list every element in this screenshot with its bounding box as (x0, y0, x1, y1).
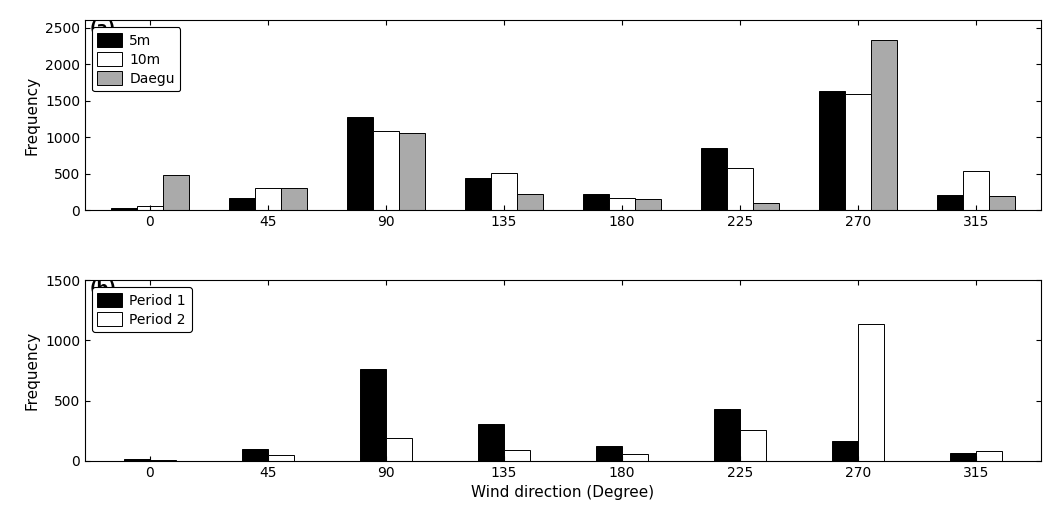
X-axis label: Wind direction (Degree): Wind direction (Degree) (472, 485, 654, 500)
Bar (989, 196, 1015, 210)
Bar (124, 459, 150, 461)
Bar (963, 172, 989, 210)
Bar (701, 148, 726, 210)
Bar (609, 198, 635, 210)
Bar (373, 131, 399, 210)
Bar (976, 451, 1001, 461)
Bar (137, 206, 162, 210)
Bar (937, 196, 963, 210)
Legend: Period 1, Period 2: Period 1, Period 2 (92, 287, 191, 332)
Bar (832, 441, 858, 461)
Bar (242, 449, 268, 461)
Legend: 5m, 10m, Daegu: 5m, 10m, Daegu (92, 28, 181, 91)
Bar (819, 91, 845, 210)
Text: (a): (a) (89, 20, 116, 38)
Bar (399, 133, 425, 210)
Bar (858, 324, 884, 461)
Y-axis label: Frequency: Frequency (24, 331, 39, 410)
Y-axis label: Frequency: Frequency (24, 76, 39, 155)
Bar (949, 453, 976, 461)
Bar (503, 450, 530, 461)
Bar (583, 194, 609, 210)
Bar (347, 117, 373, 210)
Bar (150, 460, 176, 461)
Bar (517, 194, 543, 210)
Bar (726, 168, 753, 210)
Bar (845, 94, 871, 210)
Bar (360, 369, 386, 461)
Bar (491, 173, 517, 210)
Bar (255, 188, 280, 210)
Bar (871, 40, 896, 210)
Bar (229, 198, 255, 210)
Bar (162, 175, 189, 210)
Bar (110, 208, 137, 210)
Bar (386, 438, 412, 461)
Bar (740, 430, 766, 461)
Bar (268, 455, 294, 461)
Bar (714, 409, 740, 461)
Text: (b): (b) (89, 280, 117, 298)
Bar (465, 178, 491, 210)
Bar (635, 199, 661, 210)
Bar (622, 454, 648, 461)
Bar (280, 188, 307, 210)
Bar (478, 424, 503, 461)
Bar (596, 446, 622, 461)
Bar (753, 203, 778, 210)
